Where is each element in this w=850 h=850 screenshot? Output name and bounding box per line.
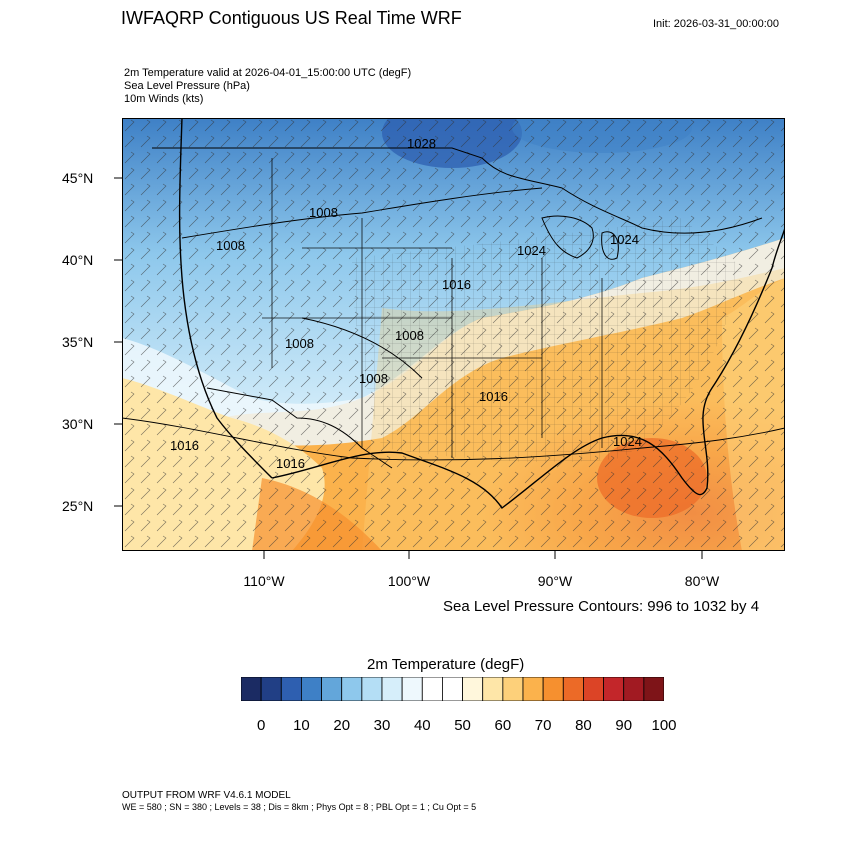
lat-label-35n: 35°N [62,334,94,350]
lon-label-90w: 90°W [537,573,573,589]
pressure-label: 1024 [610,232,639,247]
lon-label-110w: 110°W [243,573,285,589]
chart-title: IWFAQRP Contiguous US Real Time WRF [121,8,462,28]
colorbar-swatch [482,677,504,701]
colorbar-tick-label: 20 [333,717,351,734]
pressure-label: 1016 [442,277,471,292]
colorbar-tick-label: 0 [256,717,266,734]
colorbar-swatch [522,677,544,701]
colorbar-tick-label: 10 [293,717,310,734]
pressure-labels: 1028 1008 1008 1024 1024 1016 1008 1008 … [170,136,642,471]
colorbar-swatch [341,677,363,701]
colorbar [241,677,664,701]
subtitle-pressure: Sea Level Pressure (hPa) [124,80,250,92]
colorbar-swatch [401,677,423,701]
colorbar-swatch [462,677,484,701]
subtitle-temperature: 2m Temperature valid at 2026-04-01_15:00… [124,67,412,79]
pressure-label: 1024 [517,243,546,258]
colorbar-swatch [381,677,403,701]
colorbar-title: 2m Temperature (degF) [367,656,525,673]
colorbar-swatch [321,677,343,701]
colorbar-swatch [562,677,584,701]
axis-ticks [114,177,703,559]
pressure-label: 1008 [359,371,388,386]
colorbar-tick-label: 30 [373,717,391,734]
contour-note: Sea Level Pressure Contours: 996 to 1032… [443,598,760,615]
colorbar-tick-label: 80 [575,717,592,734]
pressure-label: 1016 [479,389,508,404]
colorbar-swatch [583,677,604,701]
colorbar-swatch [643,677,664,701]
colorbar-tick-label: 60 [494,717,512,734]
pressure-label: 1008 [395,328,424,343]
footer-config: WE = 580 ; SN = 380 ; Levels = 38 ; Dis … [122,802,477,812]
colorbar-swatch [241,677,262,701]
colorbar-swatch [421,677,443,701]
footer-model: OUTPUT FROM WRF V4.6.1 MODEL [122,790,291,801]
colorbar-tick-label: 40 [413,717,431,734]
pressure-label: 1028 [407,136,436,151]
colorbar-swatch [542,677,564,701]
colorbar-tick-label: 70 [534,717,552,734]
pressure-label: 1008 [285,336,314,351]
colorbar-tick-label: 50 [454,717,471,734]
colorbar-swatch [361,677,383,701]
colorbar-tick-label: 100 [651,717,677,734]
pressure-label: 1016 [170,438,199,453]
pressure-label: 1008 [309,205,338,220]
colorbar-swatch [442,677,463,701]
subtitle-winds: 10m Winds (kts) [124,93,204,105]
colorbar-swatch [502,677,524,701]
lon-label-80w: 80°W [684,573,720,589]
lat-label-40n: 40°N [62,252,94,268]
pressure-label: 1016 [276,456,305,471]
colorbar-swatch [280,677,302,701]
colorbar-swatch [260,677,282,701]
lat-label-30n: 30°N [62,416,94,432]
lat-label-25n: 25°N [62,498,94,514]
colorbar-swatch [301,677,322,701]
pressure-label: 1008 [216,238,245,253]
colorbar-swatch [603,677,625,701]
lat-label-45n: 45°N [62,170,94,186]
weather-map: 1028 1008 1008 1024 1024 1016 1008 1008 … [122,118,785,551]
init-time: Init: 2026-03-31_00:00:00 [653,18,779,30]
colorbar-swatch [623,677,645,701]
pressure-label: 1024 [613,434,642,449]
lon-label-100w: 100°W [387,573,431,589]
colorbar-tick-label: 90 [615,717,633,734]
